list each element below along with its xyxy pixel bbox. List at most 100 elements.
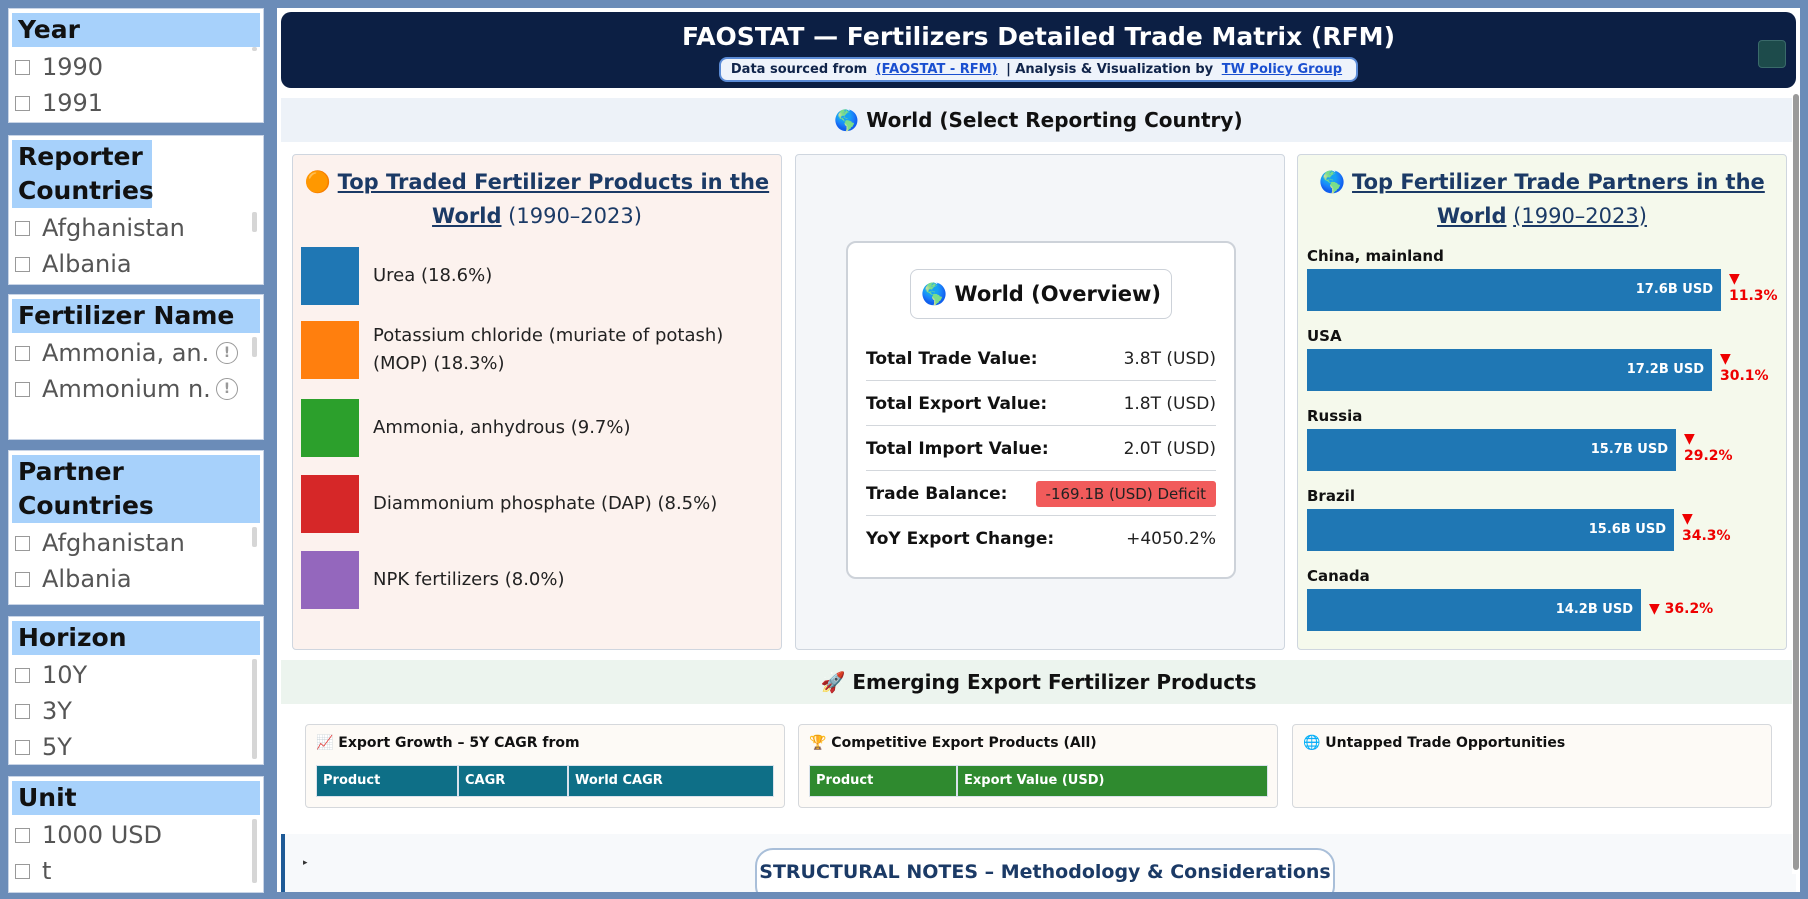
list-item[interactable]: Ammonium n...! xyxy=(15,371,249,407)
checkbox[interactable] xyxy=(15,739,30,755)
partner-bar[interactable]: 14.2B USD xyxy=(1307,589,1641,631)
product-legend-item: Ammonia, anhydrous (9.7%) xyxy=(301,399,768,457)
partner-change: ▼ 11.3% xyxy=(1729,271,1778,304)
partner-name: China, mainland xyxy=(1307,247,1444,265)
scrollbar[interactable] xyxy=(252,47,257,51)
info-icon[interactable]: ! xyxy=(216,342,238,364)
checkbox[interactable] xyxy=(15,220,30,236)
legend-label: Ammonia, anhydrous (9.7%) xyxy=(373,417,631,438)
report-header: FAOSTAT — Fertilizers Detailed Trade Mat… xyxy=(281,12,1796,88)
info-icon[interactable]: ! xyxy=(216,378,238,400)
legend-swatch xyxy=(301,247,359,305)
list-item[interactable]: t xyxy=(15,853,249,889)
slicer-unit: Unit 1000 USD t xyxy=(8,776,264,893)
column-header[interactable]: World CAGR xyxy=(568,765,774,797)
slicer-title: Reporter Countries xyxy=(12,140,154,208)
slicer-horizon: Horizon 10Y 3Y 5Y xyxy=(8,616,264,765)
top-products-title: 🟠 Top Traded Fertilizer Products in the … xyxy=(304,170,770,228)
list-item[interactable]: 1991 xyxy=(15,85,249,121)
slicer-title: Year xyxy=(12,13,260,47)
scrollbar[interactable] xyxy=(252,212,257,232)
checkbox[interactable] xyxy=(15,256,30,272)
globe-icon: 🌎 xyxy=(1319,170,1346,194)
trade-balance-badge: -169.1B (USD) Deficit xyxy=(1035,480,1216,507)
overview-card: 🌎 World (Overview) Total Trade Value: 3.8… xyxy=(846,241,1236,579)
slicer-list: Ammonia, an...! Ammonium n...! xyxy=(9,333,263,407)
overview-title: 🌎 World (Overview) xyxy=(910,269,1172,319)
partner-bar[interactable]: 17.6B USD xyxy=(1307,269,1721,311)
scrollbar-thumb[interactable] xyxy=(1793,94,1799,870)
column-header[interactable]: Export Value (USD) xyxy=(957,765,1268,797)
product-legend-item: Diammonium phosphate (DAP) (8.5%) xyxy=(301,475,768,533)
legend-label: NPK fertilizers (8.0%) xyxy=(373,569,565,590)
checkbox[interactable] xyxy=(15,571,30,587)
partner-bar[interactable]: 15.6B USD xyxy=(1307,509,1674,551)
overview-panel: 🌎 World (Overview) Total Trade Value: 3.8… xyxy=(795,154,1285,650)
slicer-partner-countries: Partner Countries Afghanistan Albania xyxy=(8,450,264,605)
list-item[interactable]: Afghanistan xyxy=(15,525,249,561)
scrollbar[interactable] xyxy=(252,659,257,759)
vertical-scrollbar[interactable] xyxy=(1792,90,1800,874)
top-products-link[interactable]: Top Traded Fertilizer Products in the Wo… xyxy=(337,170,770,228)
tw-policy-link[interactable]: TW Policy Group xyxy=(1221,62,1343,77)
checkbox[interactable] xyxy=(15,863,30,879)
list-item[interactable]: Ammonia, an...! xyxy=(15,335,249,371)
product-legend-item: Urea (18.6%) xyxy=(301,247,768,305)
column-header[interactable]: CAGR xyxy=(458,765,568,797)
partner-bar[interactable]: 17.2B USD xyxy=(1307,349,1712,391)
overview-label: Trade Balance: xyxy=(866,483,1008,504)
column-header[interactable]: Product xyxy=(316,765,458,797)
expand-arrow-icon[interactable]: ▸ xyxy=(303,858,308,868)
legend-swatch xyxy=(301,399,359,457)
overview-row: Total Trade Value: 3.8T (USD) xyxy=(866,337,1216,381)
competitive-table-header: Product Export Value (USD) xyxy=(809,765,1268,797)
checkbox[interactable] xyxy=(15,703,30,719)
list-item[interactable]: Albania xyxy=(15,561,249,597)
checkbox[interactable] xyxy=(15,95,30,111)
checkbox[interactable] xyxy=(15,827,30,843)
partner-change: ▼ 36.2% xyxy=(1649,601,1714,617)
legend-swatch xyxy=(301,321,359,379)
overview-value: 3.8T (USD) xyxy=(1123,348,1216,369)
list-item[interactable]: 5Y xyxy=(15,729,249,764)
structural-notes-section: ▸ STRUCTURAL NOTES – Methodology & Consi… xyxy=(281,834,1796,892)
emerging-section-bar: 🚀 Emerging Export Fertilizer Products xyxy=(281,660,1796,704)
list-item[interactable]: Afghanistan xyxy=(15,210,249,246)
ball-icon: 🟠 xyxy=(304,170,331,194)
scrollbar[interactable] xyxy=(252,819,257,883)
list-item[interactable]: 3Y xyxy=(15,693,249,729)
top-products-panel: 🟠 Top Traded Fertilizer Products in the … xyxy=(292,154,782,650)
checkbox[interactable] xyxy=(15,59,30,75)
checkbox[interactable] xyxy=(15,381,30,397)
structural-notes-button[interactable]: STRUCTURAL NOTES – Methodology & Conside… xyxy=(755,848,1335,892)
slicer-year: Year 1990 1991 xyxy=(8,8,264,123)
overview-row: YoY Export Change: +4050.2% xyxy=(866,517,1216,561)
partner-change: ▼ 29.2% xyxy=(1684,431,1733,464)
scrollbar[interactable] xyxy=(252,527,257,547)
top-partners-title: 🌎 Top Fertilizer Trade Partners in the W… xyxy=(1319,170,1765,228)
report-canvas: FAOSTAT — Fertilizers Detailed Trade Mat… xyxy=(277,8,1800,892)
list-item[interactable]: 1990 xyxy=(15,49,249,85)
overview-value: +4050.2% xyxy=(1126,529,1216,549)
overview-value: 2.0T (USD) xyxy=(1123,438,1216,459)
partner-bar[interactable]: 15.7B USD xyxy=(1307,429,1676,471)
checkbox[interactable] xyxy=(15,667,30,683)
competitive-products-card: 🏆 Competitive Export Products (All) Prod… xyxy=(798,724,1278,808)
overview-label: Total Trade Value: xyxy=(866,348,1038,369)
faostat-link[interactable]: (FAOSTAT - RFM) xyxy=(875,62,998,77)
column-header[interactable]: Product xyxy=(809,765,957,797)
logo-icon xyxy=(1758,40,1786,68)
checkbox[interactable] xyxy=(15,535,30,551)
card-title: 📈 Export Growth – 5Y CAGR from xyxy=(316,735,580,751)
partner-name: Brazil xyxy=(1307,487,1355,505)
untapped-opportunities-card: 🌐 Untapped Trade Opportunities xyxy=(1292,724,1772,808)
overview-label: Total Export Value: xyxy=(866,393,1048,414)
list-item[interactable]: 10Y xyxy=(15,657,249,693)
top-partners-link[interactable]: Top Fertilizer Trade Partners in the Wor… xyxy=(1352,170,1765,228)
list-item[interactable]: 1000 USD xyxy=(15,817,249,853)
list-item[interactable]: Albania xyxy=(15,246,249,282)
scrollbar[interactable] xyxy=(252,337,257,357)
checkbox[interactable] xyxy=(15,345,30,361)
slicer-title: Horizon xyxy=(12,621,260,655)
legend-label: Diammonium phosphate (DAP) (8.5%) xyxy=(373,493,718,514)
